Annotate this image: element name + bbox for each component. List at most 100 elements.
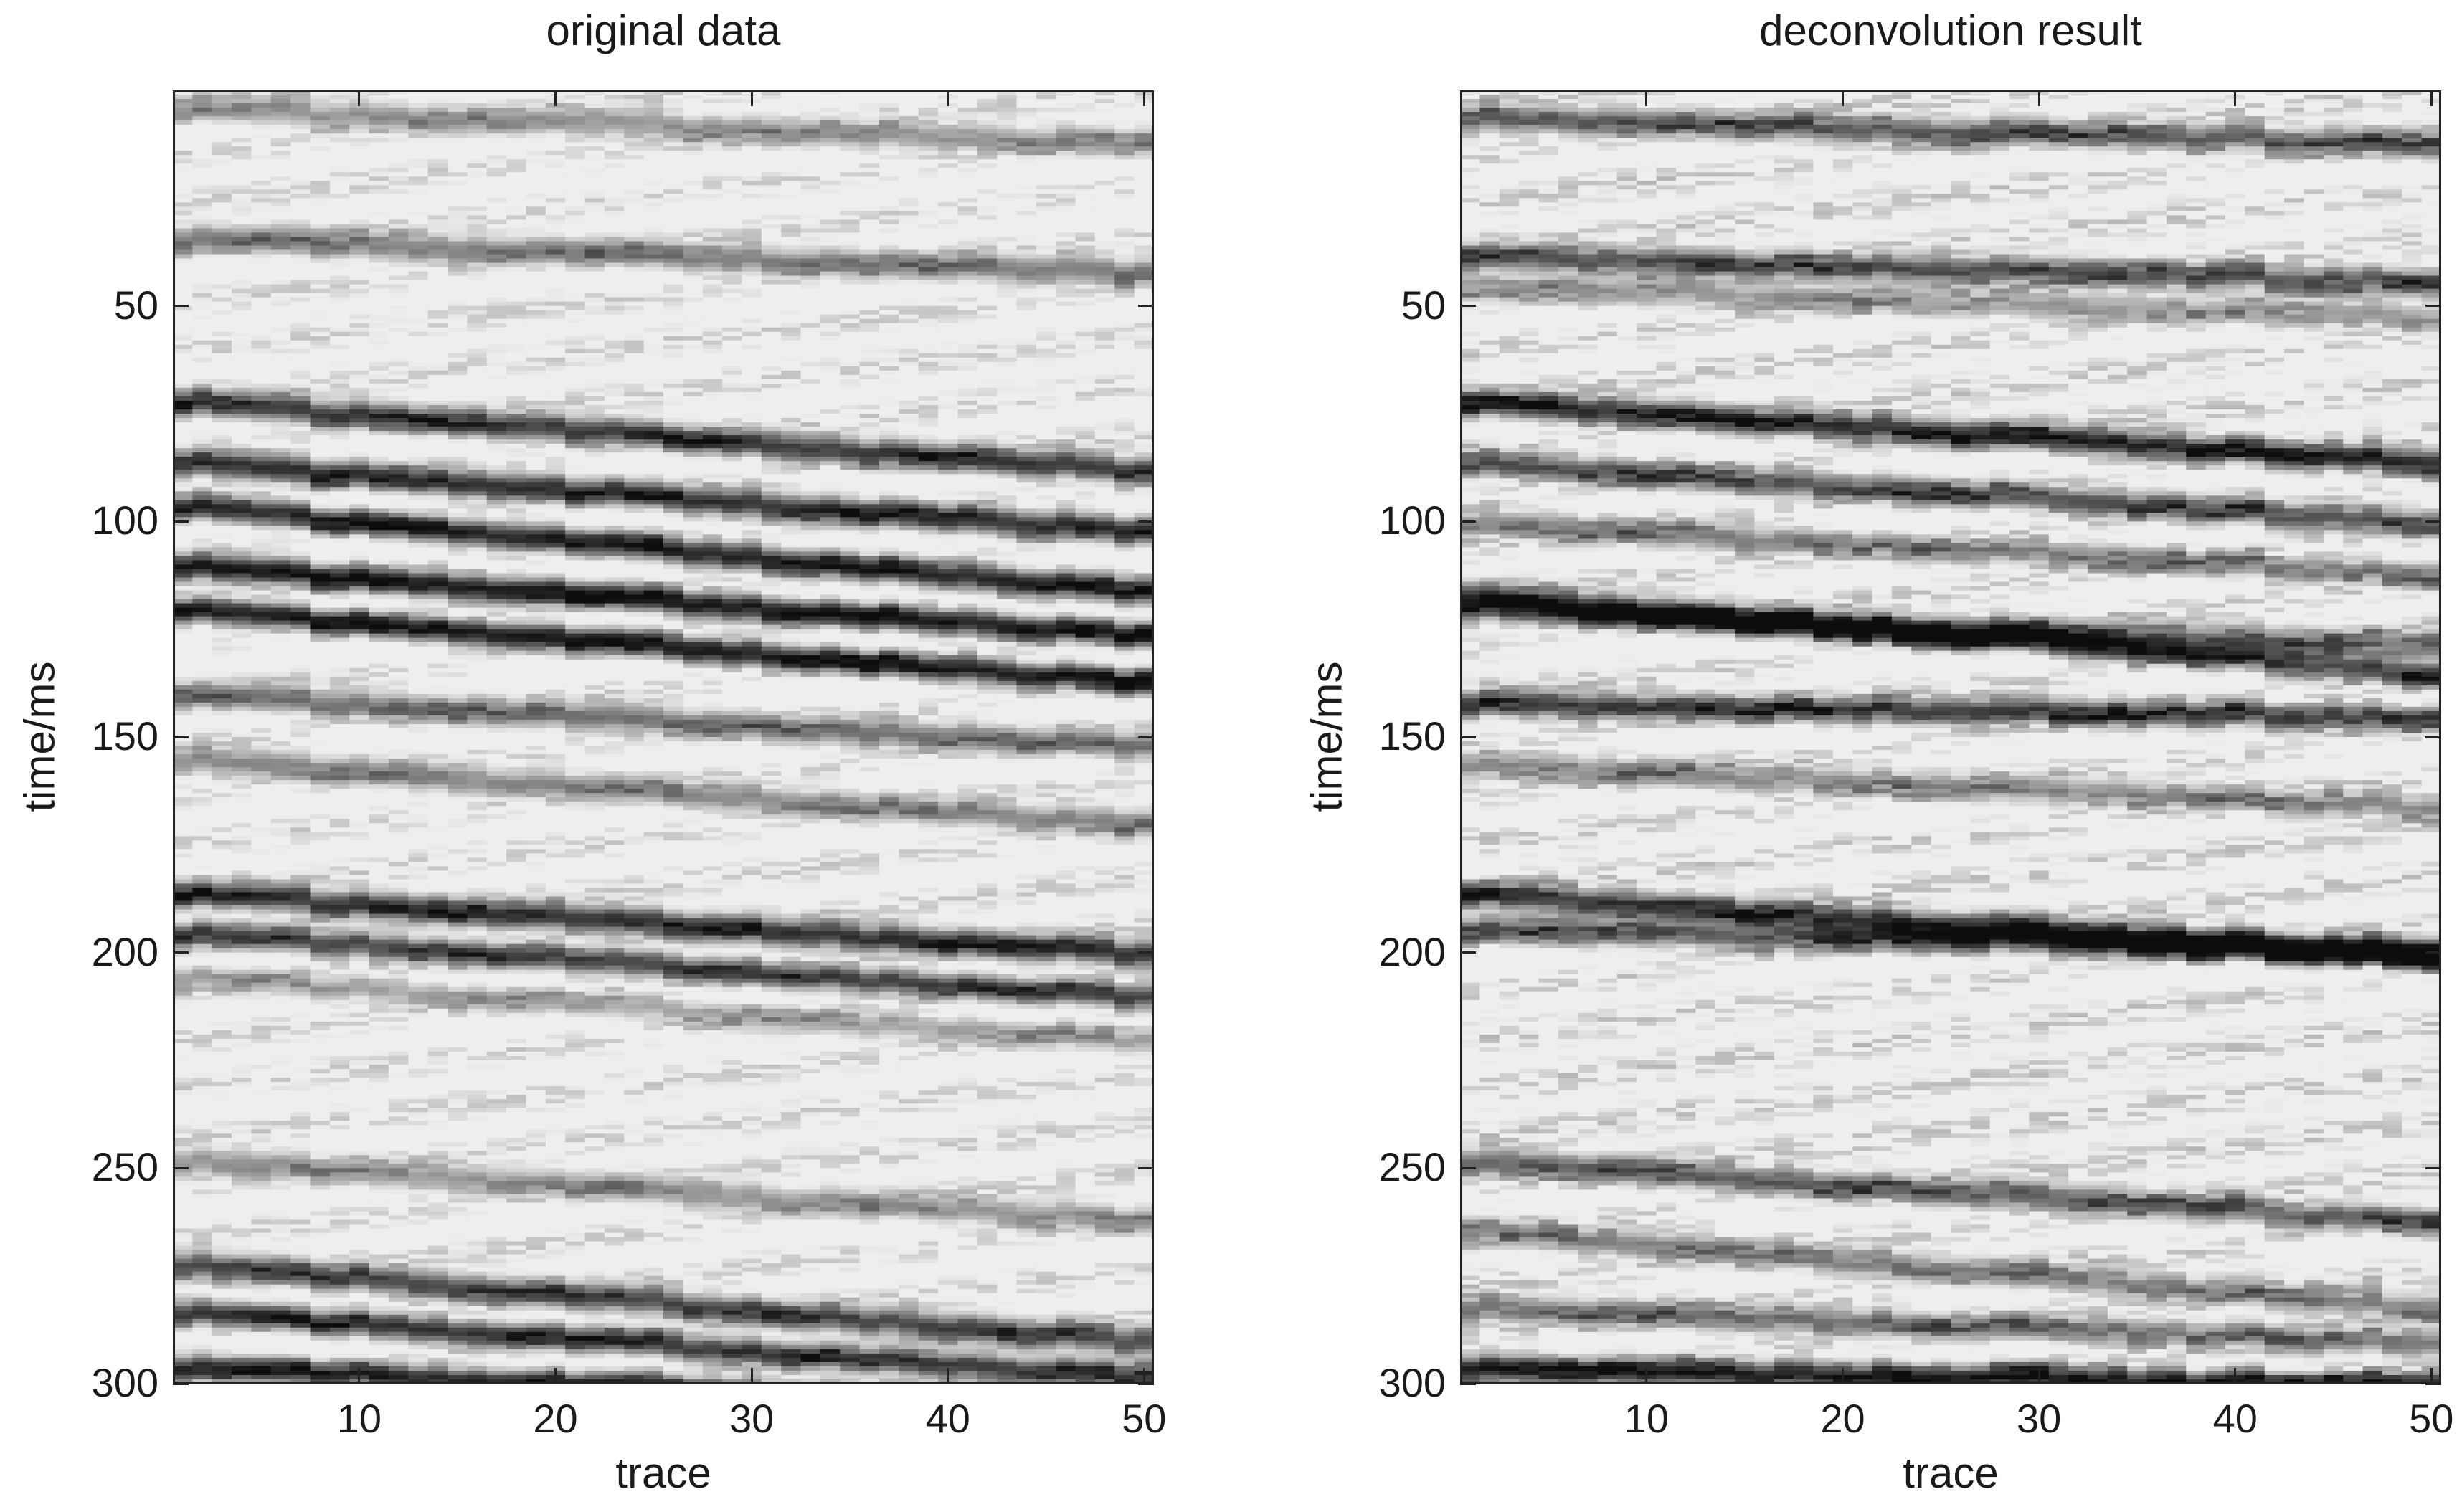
heatmap-cell: [329, 943, 350, 949]
heatmap-cell: [427, 1267, 448, 1273]
heatmap-cell: [486, 155, 507, 160]
heatmap-cell: [212, 1310, 232, 1316]
heatmap-cell: [388, 1055, 409, 1061]
heatmap-cell: [388, 103, 409, 108]
heatmap-cell: [349, 943, 370, 949]
heatmap-cell: [173, 1185, 193, 1190]
heatmap-cell: [310, 1164, 331, 1169]
heatmap-cell: [448, 763, 468, 768]
heatmap-cell: [173, 439, 193, 444]
heatmap-cell: [232, 560, 252, 566]
heatmap-cell: [232, 1349, 252, 1354]
heatmap-cell: [212, 995, 232, 1001]
heatmap-cell: [192, 129, 213, 134]
heatmap-cell: [388, 879, 409, 885]
heatmap-cell: [310, 969, 331, 975]
heatmap-cell: [448, 1030, 468, 1035]
heatmap-cell: [467, 922, 488, 928]
heatmap-cell: [232, 1224, 252, 1230]
heatmap-cell: [467, 853, 488, 858]
heatmap-cell: [408, 1082, 429, 1087]
heatmap-cell: [448, 534, 468, 539]
heatmap-cell: [310, 314, 331, 320]
heatmap-cell: [251, 293, 272, 298]
heatmap-cell: [427, 482, 448, 488]
heatmap-cell: [310, 982, 331, 988]
heatmap-cell: [192, 1331, 213, 1337]
heatmap-cell: [369, 1241, 389, 1247]
heatmap-cell: [349, 1038, 370, 1044]
heatmap-cell: [270, 435, 291, 440]
heatmap-cell: [251, 1172, 272, 1177]
heatmap-cell: [251, 340, 272, 346]
heatmap-cell: [329, 905, 350, 910]
heatmap-cell: [310, 1349, 331, 1354]
heatmap-cell: [232, 1025, 252, 1031]
heatmap-cell: [173, 991, 193, 997]
heatmap-cell: [270, 974, 291, 979]
heatmap-cell: [486, 344, 507, 350]
heatmap-cell: [251, 784, 272, 789]
heatmap-cell: [408, 1116, 429, 1121]
heatmap-cell: [251, 1151, 272, 1156]
heatmap-cell: [212, 986, 232, 992]
heatmap-cell: [232, 444, 252, 449]
heatmap-cell: [329, 275, 350, 281]
heatmap-cell: [212, 1254, 232, 1260]
heatmap-cell: [329, 1306, 350, 1311]
heatmap-cell: [408, 340, 429, 346]
heatmap-cell: [290, 474, 311, 479]
heatmap-cell: [467, 706, 488, 712]
heatmap-cell: [173, 1219, 193, 1225]
heatmap-cell: [408, 832, 429, 837]
heatmap-cell: [486, 474, 507, 479]
heatmap-cell: [448, 513, 468, 518]
heatmap-cell: [251, 642, 272, 647]
heatmap-cell: [173, 776, 193, 781]
heatmap-cell: [349, 1211, 370, 1217]
heatmap-cell: [408, 1202, 429, 1208]
heatmap-cell: [270, 448, 291, 453]
heatmap-cell: [310, 667, 331, 673]
heatmap-cell: [448, 254, 468, 260]
heatmap-cell: [232, 784, 252, 789]
heatmap-cell: [369, 444, 389, 449]
heatmap-cell: [310, 112, 331, 117]
heatmap-cell: [349, 810, 370, 815]
heatmap-cell: [329, 896, 350, 902]
heatmap-cell: [192, 1271, 213, 1277]
heatmap-cell: [388, 676, 409, 682]
heatmap-cell: [192, 409, 213, 414]
heatmap-cell: [467, 840, 488, 845]
heatmap-cell: [270, 1030, 291, 1035]
heatmap-cell: [270, 185, 291, 190]
heatmap-cell: [486, 517, 507, 522]
heatmap-cell: [369, 448, 389, 453]
heatmap-cell: [290, 206, 311, 211]
heatmap-cell: [251, 374, 272, 380]
heatmap-cell: [486, 590, 507, 596]
heatmap-cell: [290, 982, 311, 988]
heatmap-cell: [427, 995, 448, 1001]
heatmap-cell: [388, 521, 409, 526]
heatmap-cell: [388, 1340, 409, 1346]
heatmap-cell: [408, 814, 429, 819]
heatmap-cell: [427, 676, 448, 682]
heatmap-cell: [212, 293, 232, 298]
heatmap-cell: [251, 840, 272, 845]
heatmap-cell: [349, 655, 370, 660]
heatmap-cell: [212, 659, 232, 665]
heatmap-cell: [232, 206, 252, 211]
heatmap-cell: [427, 1082, 448, 1087]
heatmap-cell: [173, 629, 193, 634]
heatmap-cell: [448, 746, 468, 751]
heatmap-cell: [486, 556, 507, 561]
heatmap-cell: [349, 370, 370, 376]
heatmap-cell: [310, 1155, 331, 1160]
heatmap-cell: [192, 245, 213, 251]
heatmap-cell: [486, 870, 507, 876]
heatmap-cell: [329, 293, 350, 298]
heatmap-cell: [349, 883, 370, 889]
heatmap-cell: [232, 133, 252, 138]
heatmap-cell: [192, 202, 213, 207]
